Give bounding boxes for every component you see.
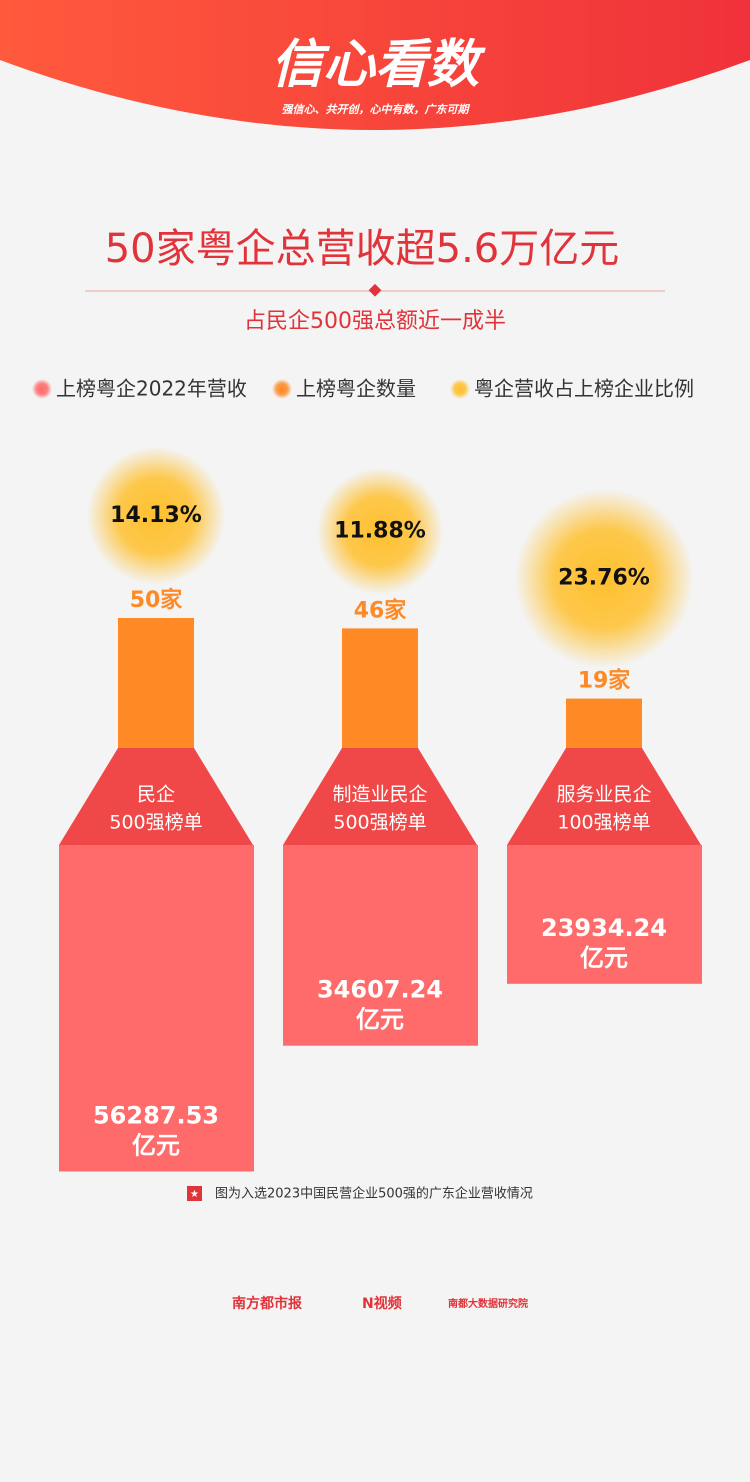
revenue-label: 56287.53 [93, 1101, 219, 1129]
ratio-label: 23.76% [558, 566, 650, 591]
revenue-label: 23934.24 [541, 914, 667, 942]
revenue-label: 亿元 [356, 1006, 404, 1034]
footer-logo: N视频 [362, 1295, 402, 1312]
footer-logo: 南都大数据研究院 [448, 1297, 528, 1310]
legend-label: 上榜粤企数量 [296, 377, 416, 401]
bottle-shoulder [507, 748, 701, 845]
category-label: 500强榜单 [109, 812, 202, 834]
legend-swatch [450, 379, 470, 399]
ratio-label: 11.88% [334, 518, 426, 543]
bottle-shoulder [283, 748, 477, 845]
revenue-bar [59, 845, 254, 1172]
chart-subtitle: 占民企500强总额近一成半 [244, 309, 506, 334]
count-bar [566, 698, 642, 748]
header-slogan: 强信心、共开创，心中有数，广东可期 [282, 103, 471, 116]
legend-label: 上榜粤企2022年营收 [56, 377, 247, 401]
header-band [0, 0, 750, 130]
revenue-bar [283, 845, 478, 1046]
bottle-shoulder [59, 748, 253, 845]
count-label: 46家 [354, 597, 408, 623]
category-label: 服务业民企 [556, 784, 651, 806]
legend-swatch [32, 379, 52, 399]
count-bar [342, 628, 418, 748]
chart-title: 50家粤企总营收超5.6万亿元 [105, 226, 620, 272]
category-label: 100强榜单 [557, 812, 650, 834]
category-label: 民企 [137, 784, 175, 806]
category-label: 制造业民企 [332, 784, 427, 806]
count-bar [118, 618, 194, 748]
header-logo: 信心看数 [271, 35, 486, 95]
legend-swatch [272, 379, 292, 399]
chart-note: 图为入选2023中国民营企业500强的广东企业营收情况 [215, 1186, 533, 1202]
note-icon [187, 1186, 202, 1201]
ratio-label: 14.13% [110, 503, 202, 528]
note-star: ★ [190, 1189, 199, 1200]
ratio-bubble [86, 446, 226, 586]
revenue-bar [507, 845, 702, 984]
revenue-label: 亿元 [132, 1131, 180, 1159]
footer-logo: 南方都市报 [232, 1295, 302, 1312]
revenue-label: 34607.24 [317, 976, 443, 1004]
legend-label: 粤企营收占上榜企业比例 [474, 377, 694, 401]
ratio-bubble [514, 488, 694, 669]
divider-diamond [368, 283, 382, 297]
ratio-bubble [316, 467, 444, 595]
category-label: 500强榜单 [333, 812, 426, 834]
count-label: 50家 [130, 587, 184, 613]
count-label: 19家 [578, 668, 632, 694]
revenue-label: 亿元 [580, 944, 628, 972]
